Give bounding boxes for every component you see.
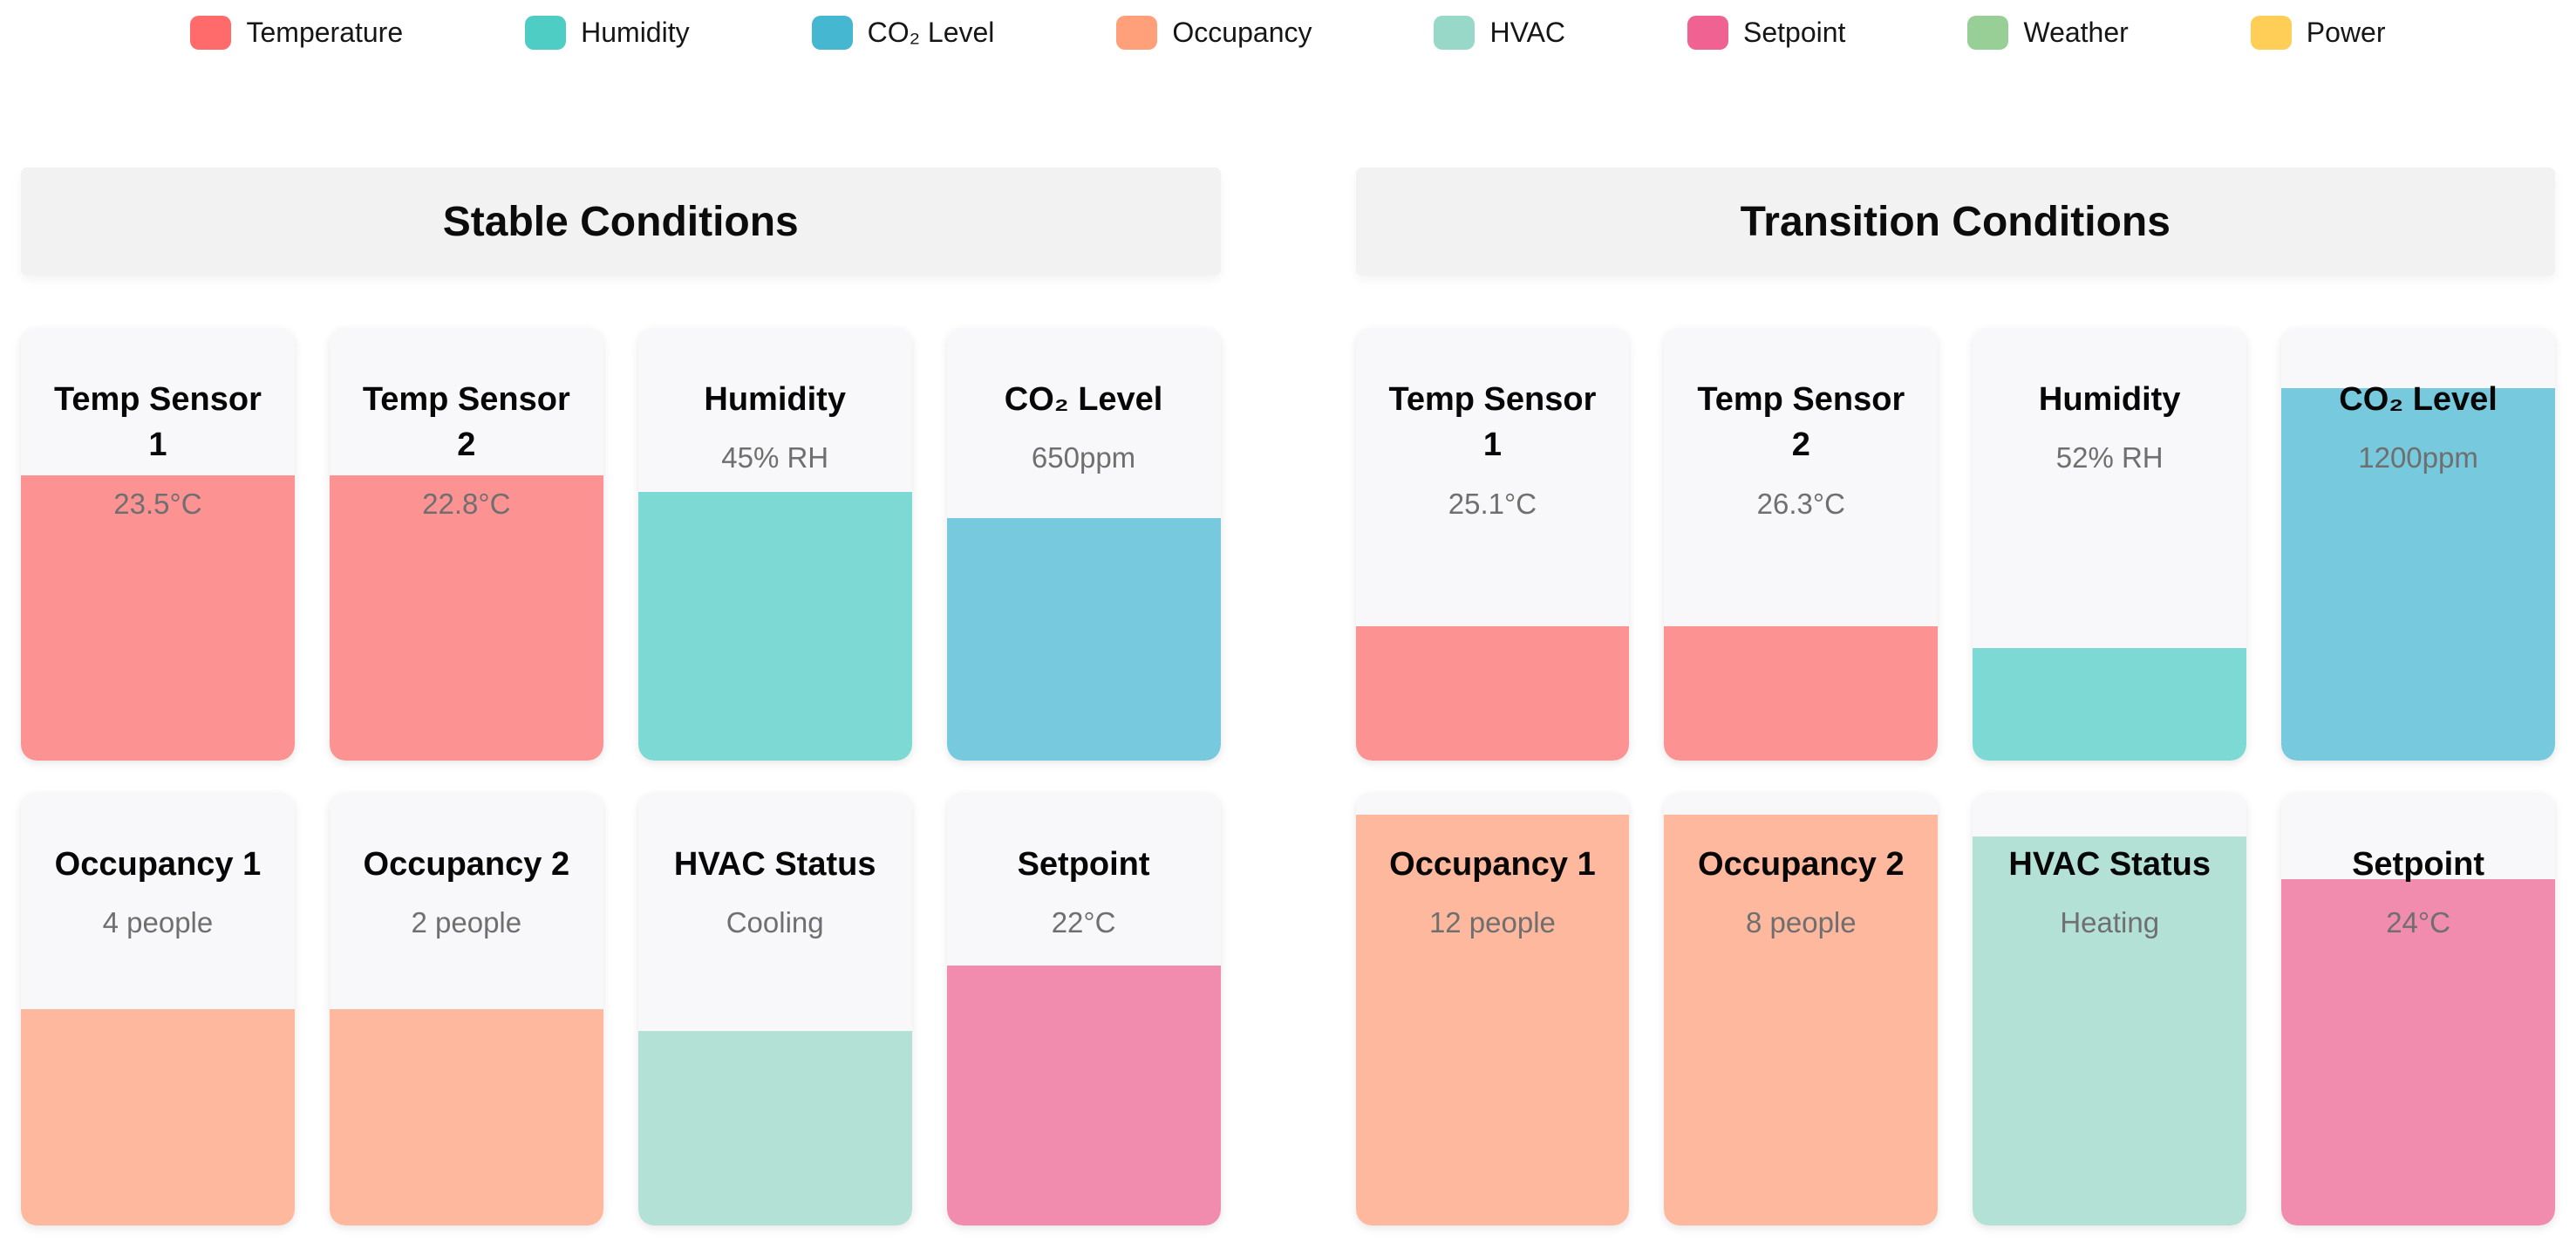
legend-item-humidity[interactable]: Humidity <box>525 15 690 50</box>
card-value: Cooling <box>726 906 824 939</box>
card-value: 23.5°C <box>113 487 202 520</box>
card-stable-hvac-status: HVAC Status Cooling <box>637 793 912 1225</box>
gauge-fill <box>2281 388 2555 761</box>
weather-swatch-icon <box>1967 15 2009 50</box>
dashboard-panels: Stable Conditions Temp Sensor 1 23.5°C T… <box>0 167 2576 1225</box>
card-value: 8 people <box>1746 906 1857 939</box>
card-stable-setpoint: Setpoint 22°C <box>946 793 1221 1225</box>
card-value: 4 people <box>102 906 214 939</box>
card-title: HVAC Status <box>673 846 876 883</box>
card-title: Temp Sensor 1 <box>53 381 262 464</box>
legend-label: Setpoint <box>1743 16 1846 48</box>
gauge-fill <box>21 1009 295 1225</box>
gauge-fill <box>1355 626 1630 761</box>
gauge-fill <box>946 518 1221 761</box>
card-title: CO₂ Level <box>1004 381 1163 418</box>
card-stable-temp-sensor-1: Temp Sensor 1 23.5°C <box>21 328 295 761</box>
gauge-fill <box>1664 626 1939 761</box>
card-value: 25.1°C <box>1448 487 1537 520</box>
gauge-fill <box>329 1009 603 1225</box>
card-value: 1200ppm <box>2358 441 2478 474</box>
legend-label: HVAC <box>1489 16 1566 48</box>
gauge-fill <box>1973 836 2247 1225</box>
card-title: Humidity <box>2038 381 2181 418</box>
card-title: Humidity <box>704 381 846 418</box>
occupancy-swatch-icon <box>1116 15 1158 50</box>
card-value: 45% RH <box>721 441 829 474</box>
card-transition-temp-sensor-2: Temp Sensor 2 26.3°C <box>1664 328 1939 761</box>
card-stable-humidity: Humidity 45% RH <box>637 328 912 761</box>
card-stable-co2-level: CO₂ Level 650ppm <box>946 328 1221 761</box>
humidity-swatch-icon <box>525 15 567 50</box>
gauge-fill <box>1973 648 2247 761</box>
card-title: Temp Sensor 1 <box>1388 381 1597 464</box>
card-title: HVAC Status <box>2008 846 2211 883</box>
card-transition-setpoint: Setpoint 24°C <box>2281 793 2555 1225</box>
card-value: 24°C <box>2386 906 2450 939</box>
gauge-fill <box>21 474 295 761</box>
card-transition-hvac-status: HVAC Status Heating <box>1973 793 2247 1225</box>
card-title: Temp Sensor 2 <box>362 381 570 464</box>
card-transition-temp-sensor-1: Temp Sensor 1 25.1°C <box>1355 328 1630 761</box>
card-title: Occupancy 1 <box>1389 846 1596 883</box>
card-transition-occupancy-2: Occupancy 2 8 people <box>1664 793 1939 1225</box>
card-value: 22°C <box>1051 906 1116 939</box>
legend-label: Weather <box>2023 16 2129 48</box>
card-title: Setpoint <box>1017 846 1150 883</box>
section-title: Transition Conditions <box>1740 198 2171 245</box>
card-stable-temp-sensor-2: Temp Sensor 2 22.8°C <box>329 328 603 761</box>
temperature-swatch-icon <box>190 15 232 50</box>
card-value: 26.3°C <box>1756 487 1845 520</box>
legend-label: Occupancy <box>1172 16 1312 48</box>
gauge-fill <box>946 966 1221 1225</box>
card-title: Occupancy 1 <box>54 846 262 883</box>
card-value: Heating <box>2060 906 2160 939</box>
section-header: Stable Conditions <box>21 167 1221 276</box>
legend-item-occupancy[interactable]: Occupancy <box>1116 15 1312 50</box>
card-title: CO₂ Level <box>2339 381 2498 418</box>
card-title: Setpoint <box>2352 846 2485 883</box>
gauge-fill <box>329 474 603 761</box>
gauge-fill <box>1664 814 1939 1225</box>
legend-item-temperature[interactable]: Temperature <box>190 15 404 50</box>
card-transition-humidity: Humidity 52% RH <box>1973 328 2247 761</box>
card-transition-occupancy-1: Occupancy 1 12 people <box>1355 793 1630 1225</box>
legend-item-hvac[interactable]: HVAC <box>1434 15 1566 50</box>
card-title: Temp Sensor 2 <box>1697 381 1905 464</box>
section-stable-conditions: Stable Conditions Temp Sensor 1 23.5°C T… <box>21 167 1221 1225</box>
card-value: 12 people <box>1428 906 1556 939</box>
legend-label: Temperature <box>246 16 404 48</box>
gauge-fill <box>637 492 912 761</box>
chart-legend: Temperature Humidity CO₂ Level Occupancy… <box>0 0 2576 52</box>
legend-label: Power <box>2306 16 2386 48</box>
co2-swatch-icon <box>811 15 853 50</box>
card-value: 52% RH <box>2055 441 2164 474</box>
power-swatch-icon <box>2250 15 2292 50</box>
card-transition-co2-level: CO₂ Level 1200ppm <box>2281 328 2555 761</box>
card-grid: Temp Sensor 1 23.5°C Temp Sensor 2 22.8°… <box>21 328 1221 1225</box>
legend-item-co2-level[interactable]: CO₂ Level <box>811 15 995 50</box>
legend-item-setpoint[interactable]: Setpoint <box>1687 15 1846 50</box>
section-title: Stable Conditions <box>442 198 799 245</box>
card-value: 22.8°C <box>422 487 511 520</box>
card-stable-occupancy-1: Occupancy 1 4 people <box>21 793 295 1225</box>
setpoint-swatch-icon <box>1687 15 1729 50</box>
legend-label: Humidity <box>581 16 690 48</box>
legend-item-weather[interactable]: Weather <box>1967 15 2129 50</box>
card-title: Occupancy 2 <box>363 846 570 883</box>
section-transition-conditions: Transition Conditions Temp Sensor 1 25.1… <box>1355 167 2555 1225</box>
card-value: 2 people <box>411 906 522 939</box>
card-grid: Temp Sensor 1 25.1°C Temp Sensor 2 26.3°… <box>1355 328 2555 1225</box>
legend-label: CO₂ Level <box>867 16 995 48</box>
gauge-fill <box>637 1030 912 1225</box>
gauge-fill <box>1355 814 1630 1225</box>
card-stable-occupancy-2: Occupancy 2 2 people <box>329 793 603 1225</box>
section-header: Transition Conditions <box>1355 167 2555 276</box>
hvac-swatch-icon <box>1434 15 1475 50</box>
card-title: Occupancy 2 <box>1698 846 1905 883</box>
card-value: 650ppm <box>1031 441 1136 474</box>
legend-item-power[interactable]: Power <box>2250 15 2386 50</box>
gauge-fill <box>2281 879 2555 1225</box>
